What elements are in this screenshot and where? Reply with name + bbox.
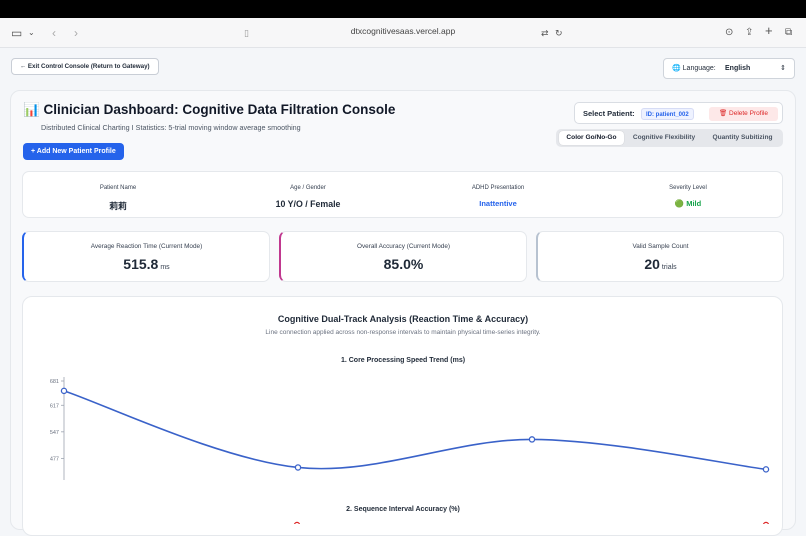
language-select[interactable]: 🌐 Language: English ⇕ [663, 58, 795, 79]
reload-icon[interactable]: ↻ [555, 28, 563, 38]
updown-chevron-icon: ⇕ [780, 65, 786, 72]
language-value: English [725, 65, 751, 72]
download-icon[interactable]: ⊙ [725, 27, 734, 38]
page-subtitle: Distributed Clinical Charting I Statisti… [41, 123, 301, 132]
browser-toolbar: ▭ ⌄ ‹ › ▯ dtxcognitivesaas.vercel.app ⇄ … [0, 18, 806, 48]
series-line [63, 390, 767, 471]
tab-cognitive-flexibility[interactable]: Cognitive Flexibility [632, 134, 696, 141]
chart-section-title: Cognitive Dual-Track Analysis (Reaction … [277, 314, 529, 324]
mode-tabs: Color Go/No-Go Cognitive Flexibility Qua… [556, 129, 783, 147]
tab-color-go-no-go[interactable]: Color Go/No-Go [559, 131, 624, 145]
add-patient-button[interactable]: + Add New Patient Profile [23, 143, 124, 160]
address-bar[interactable]: dtxcognitivesaas.vercel.app [350, 26, 456, 36]
back-icon[interactable]: ‹ [52, 26, 56, 40]
translate-icon[interactable]: ⇄ [541, 28, 549, 38]
y-tick-label: 617 [50, 403, 59, 409]
stat-label: Average Reaction Time (Current Mode) [90, 243, 203, 250]
data-point[interactable] [294, 464, 302, 471]
data-point[interactable] [60, 387, 68, 395]
stat-value: 85.0% [383, 256, 424, 272]
stat-overall-accuracy: Overall Accuracy (Current Mode) 85.0% [279, 231, 527, 282]
os-top-bar [0, 0, 806, 18]
info-label: Severity Level [669, 185, 707, 191]
sidebar-icon[interactable]: ▭ [11, 26, 23, 40]
stat-value: 20 trials [644, 256, 677, 272]
new-tab-icon[interactable]: + [765, 23, 773, 38]
info-value: 🟢 Mild [674, 199, 702, 208]
y-tick-label: 547 [50, 430, 59, 436]
reaction-time-chart: 681 617 547 477 [50, 377, 770, 524]
stat-value: 515.8 ms [123, 256, 170, 272]
info-label: ADHD Presentation [471, 185, 525, 191]
select-patient-label: Select Patient: [583, 109, 635, 118]
info-label: Age / Gender [290, 185, 326, 191]
info-value: 10 Y/O / Female [275, 199, 341, 209]
stat-label: Valid Sample Count [632, 243, 689, 250]
exit-console-button[interactable]: ← Exit Control Console (Return to Gatewa… [11, 58, 159, 75]
page-icon: ▯ [244, 28, 249, 38]
y-tick-label: 681 [50, 379, 59, 385]
patient-selector: Select Patient: ID: patient_002 🗑 Delete… [574, 102, 783, 124]
page-title: 📊 Clinician Dashboard: Cognitive Data Fi… [23, 102, 396, 117]
stat-valid-sample-count: Valid Sample Count 20 trials [536, 231, 784, 282]
chevron-down-icon[interactable]: ⌄ [28, 28, 35, 37]
share-icon[interactable]: ⇪ [745, 27, 754, 38]
chart2-title: 2. Sequence Interval Accuracy (%) [346, 506, 460, 513]
chart-section-note: Line connection applied across non-respo… [265, 329, 541, 336]
data-point[interactable] [762, 466, 770, 473]
info-label: Patient Name [99, 185, 137, 191]
chart-title: 1. Core Processing Speed Trend (ms) [340, 357, 466, 364]
stat-label: Overall Accuracy (Current Mode) [356, 243, 451, 250]
forward-icon[interactable]: › [74, 26, 78, 40]
tab-quantity-subitizing[interactable]: Quantity Subitizing [712, 134, 773, 141]
delete-profile-button[interactable]: 🗑 Delete Profile [709, 107, 778, 121]
info-value: 莉莉 [109, 201, 127, 211]
y-tick-label: 477 [50, 456, 59, 462]
data-point[interactable] [528, 436, 536, 443]
patient-info-card: Patient Name 莉莉 Age / Gender 10 Y/O / Fe… [22, 171, 783, 218]
patient-id-select[interactable]: ID: patient_002 [641, 108, 694, 120]
tabs-overview-icon[interactable]: ⧉ [785, 27, 793, 38]
language-label: 🌐 Language: [672, 65, 716, 72]
info-value: Inattentive [479, 199, 517, 208]
stat-avg-reaction-time: Average Reaction Time (Current Mode) 515… [22, 231, 270, 282]
